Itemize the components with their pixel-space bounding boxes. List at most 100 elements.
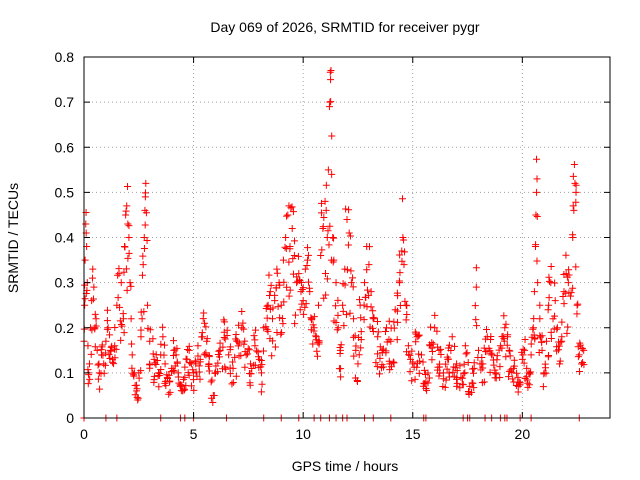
data-point [429, 340, 437, 348]
data-point [393, 307, 401, 315]
data-point [110, 360, 118, 368]
data-point [184, 346, 192, 354]
data-point [286, 286, 294, 294]
data-point [210, 392, 218, 400]
data-point [503, 341, 511, 349]
data-point [88, 297, 96, 305]
data-point [251, 342, 259, 350]
data-point [527, 351, 535, 359]
data-point [401, 248, 409, 256]
data-point [273, 269, 281, 277]
data-point [382, 349, 390, 357]
data-point [304, 244, 312, 252]
data-point [134, 396, 142, 404]
data-point [268, 315, 276, 323]
data-point [460, 360, 468, 368]
data-point [444, 344, 452, 352]
data-point [149, 335, 157, 343]
y-tick-label: 0.7 [55, 94, 75, 110]
data-point [369, 307, 377, 315]
data-point [334, 296, 342, 304]
data-point [411, 375, 419, 383]
data-point [379, 345, 387, 353]
data-point [545, 294, 553, 302]
data-point [521, 335, 529, 343]
data-point [81, 301, 89, 309]
data-point [533, 213, 541, 221]
data-point [509, 375, 517, 383]
data-point [365, 291, 373, 299]
data-point [536, 301, 544, 309]
data-point [106, 331, 114, 339]
data-point [367, 303, 375, 311]
data-point [493, 352, 501, 360]
data-point [234, 342, 242, 350]
data-point [229, 364, 237, 372]
data-point [283, 283, 291, 291]
data-point [170, 367, 178, 375]
data-point [505, 367, 513, 375]
data-point [169, 366, 177, 374]
data-point [415, 350, 423, 358]
data-point [408, 377, 416, 385]
data-point [159, 333, 167, 341]
data-point [85, 371, 93, 379]
data-point [355, 351, 363, 359]
data-point [328, 170, 336, 178]
data-point [341, 281, 349, 289]
data-point [357, 344, 365, 352]
data-point [386, 366, 394, 374]
data-point [123, 202, 131, 210]
data-point [529, 325, 537, 333]
data-point [374, 333, 382, 341]
data-point [128, 340, 136, 348]
data-point [94, 361, 102, 369]
data-point [337, 373, 345, 381]
data-point [299, 284, 307, 292]
data-point [569, 234, 577, 241]
data-point [449, 368, 457, 376]
data-point [84, 342, 92, 350]
data-point [576, 341, 584, 349]
data-point [87, 350, 95, 358]
data-point [137, 326, 145, 334]
data-point [346, 309, 354, 317]
data-point [419, 358, 427, 366]
data-point [253, 347, 261, 355]
data-point [321, 197, 329, 205]
data-point [200, 309, 208, 317]
data-point [347, 267, 355, 275]
data-point [363, 286, 371, 294]
data-point [123, 286, 131, 294]
data-point [257, 388, 265, 396]
data-point [541, 360, 549, 368]
data-point [81, 295, 89, 303]
data-point [533, 257, 541, 265]
data-point [453, 379, 461, 387]
data-point [259, 347, 267, 355]
data-point [400, 261, 408, 269]
data-point [124, 254, 132, 262]
data-point [560, 300, 568, 308]
data-point [437, 350, 445, 358]
data-point [195, 362, 203, 370]
data-point [320, 214, 328, 222]
data-point [575, 351, 583, 359]
data-point [547, 328, 555, 336]
data-point [318, 246, 326, 254]
data-point [186, 359, 194, 367]
data-point [155, 383, 163, 391]
data-point [166, 377, 174, 385]
data-point [240, 325, 248, 333]
data-point [93, 346, 101, 354]
data-point [200, 350, 208, 358]
data-point [435, 346, 443, 354]
data-point [134, 394, 142, 402]
data-point [542, 337, 550, 345]
data-point [336, 346, 344, 354]
y-tick-label: 0.1 [55, 365, 75, 381]
data-point [343, 215, 351, 223]
data-point [251, 336, 259, 344]
data-point [203, 335, 211, 343]
